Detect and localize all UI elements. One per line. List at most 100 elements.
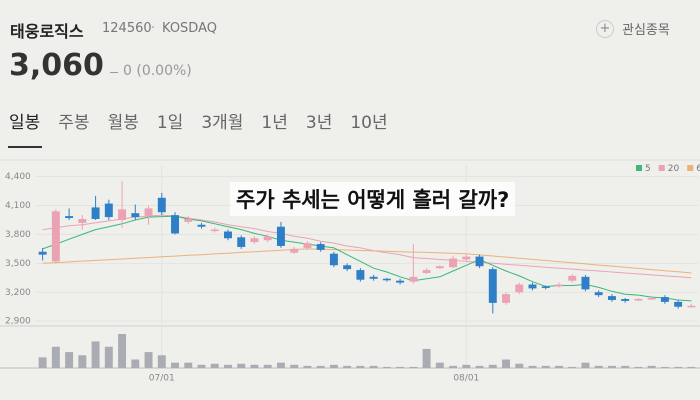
tab[interactable]: 1일 xyxy=(156,113,184,133)
x-tick-label: 08/01 xyxy=(453,374,479,384)
stock-name: 태웅로직스 xyxy=(10,22,84,41)
candle-body xyxy=(276,226,285,246)
candle-body xyxy=(197,224,206,227)
volume-bar xyxy=(78,355,87,368)
volume-bar xyxy=(184,362,193,368)
candle-body xyxy=(607,296,616,300)
candle-body xyxy=(369,276,378,279)
tab[interactable]: 3개월 xyxy=(201,113,244,133)
volume-bar xyxy=(422,348,431,368)
tab[interactable]: 주봉 xyxy=(58,113,90,133)
x-tick-label: 07/01 xyxy=(149,374,175,384)
candle-body xyxy=(541,286,550,288)
candle-body xyxy=(435,266,444,269)
volume-bar xyxy=(104,346,113,368)
price: 3,060 xyxy=(9,48,104,83)
volume-bar xyxy=(51,346,60,368)
candle-body xyxy=(157,197,166,213)
candle-body xyxy=(475,256,484,267)
volume-bar xyxy=(581,362,590,368)
volume-bar xyxy=(594,365,603,368)
volume-bar xyxy=(687,366,696,368)
tab[interactable]: 1년 xyxy=(261,113,288,133)
candle-body xyxy=(462,256,471,260)
tab[interactable]: 10년 xyxy=(350,113,388,133)
candle-body xyxy=(396,280,405,283)
y-tick-label: 3,500 xyxy=(5,259,31,269)
candle-body xyxy=(356,270,365,280)
volume-bar xyxy=(435,362,444,368)
volume-bar xyxy=(38,357,47,368)
volume-bar xyxy=(541,365,550,368)
volume-bar xyxy=(118,334,127,368)
legend-label: 60 xyxy=(696,164,700,174)
legend-swatch xyxy=(658,165,665,171)
candle-body xyxy=(568,275,577,281)
volume-bar xyxy=(382,366,391,368)
volume-bar xyxy=(343,365,352,368)
legend-label: 5 xyxy=(645,164,651,174)
candle-body xyxy=(131,213,140,218)
y-tick-label: 3,800 xyxy=(5,230,31,240)
volume-bar xyxy=(157,355,166,368)
watch-button[interactable]: + 관심종목 xyxy=(596,19,670,38)
separator: · xyxy=(151,21,156,36)
volume-bar xyxy=(131,359,140,368)
volume-bar xyxy=(502,359,510,368)
candle-body xyxy=(409,276,418,282)
candle-body xyxy=(250,238,259,243)
plus-icon: + xyxy=(596,19,614,38)
tab-underline xyxy=(8,146,42,148)
y-tick-label: 4,400 xyxy=(5,172,31,182)
candle-body xyxy=(647,298,656,300)
volume-bar xyxy=(263,364,272,368)
volume-bar xyxy=(621,365,630,368)
candle-body xyxy=(263,236,272,241)
candle-body xyxy=(674,301,683,307)
volume-bar xyxy=(634,366,643,368)
candle-body xyxy=(502,294,510,303)
candle-body xyxy=(488,269,497,303)
tab[interactable]: 월봉 xyxy=(107,113,139,133)
candle-body xyxy=(78,218,87,223)
volume-bar xyxy=(369,365,378,368)
volume-bar xyxy=(475,365,484,368)
legend-swatch xyxy=(636,165,642,171)
volume-bar xyxy=(555,365,563,368)
volume-bar xyxy=(237,363,246,368)
volume-bar xyxy=(607,365,616,368)
volume-bar xyxy=(356,365,365,368)
volume-bar xyxy=(65,352,74,368)
unchanged-icon xyxy=(110,72,118,73)
legend-label: 20 xyxy=(668,164,680,174)
candle-body xyxy=(343,265,352,270)
volume-bar xyxy=(316,365,325,368)
volume-bar xyxy=(568,366,577,368)
volume-bar xyxy=(515,363,524,368)
candle-body xyxy=(528,284,537,289)
volume-bar xyxy=(488,364,497,368)
candle-body xyxy=(303,243,312,248)
candle-body xyxy=(594,292,603,296)
candle-body xyxy=(449,258,458,268)
volume-bar xyxy=(409,366,418,368)
candle-body xyxy=(171,215,179,234)
y-tick-label: 3,200 xyxy=(5,288,31,298)
candle-body xyxy=(329,253,338,266)
volume-bar xyxy=(290,364,299,368)
ma-line xyxy=(42,214,692,279)
ma-line xyxy=(42,215,692,302)
watch-label: 관심종목 xyxy=(622,23,670,38)
candle-body xyxy=(210,229,219,232)
tab[interactable]: 3년 xyxy=(305,113,333,133)
candle-body xyxy=(118,209,127,220)
volume-bar xyxy=(171,362,179,368)
tab[interactable]: 일봉 xyxy=(9,113,41,133)
candle-body xyxy=(38,251,47,255)
candle-body xyxy=(660,297,669,302)
annotation: 주가 추세는 어떻게 흘러 갈까? xyxy=(230,182,516,216)
candle-body xyxy=(581,276,590,290)
candle-body xyxy=(634,299,643,301)
volume-bar xyxy=(144,352,153,368)
